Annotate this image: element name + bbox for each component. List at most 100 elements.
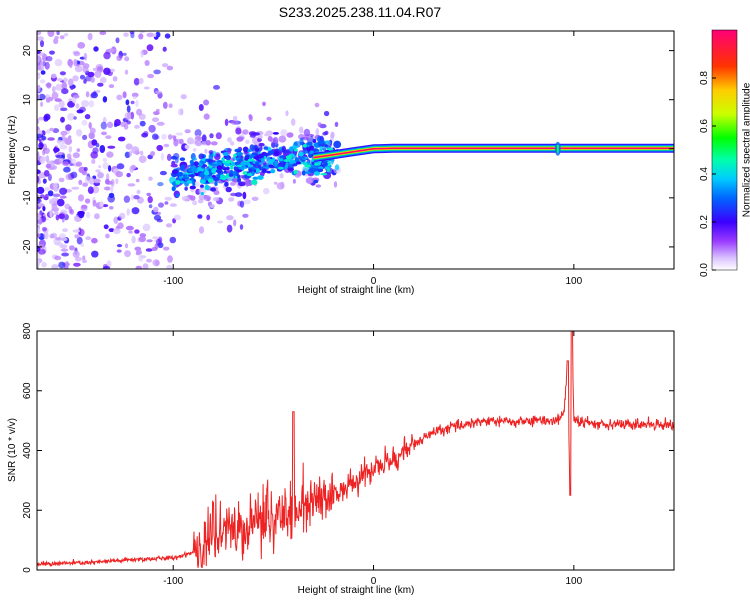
spectrogram-blob — [84, 114, 91, 120]
spectrogram-blob — [179, 138, 184, 145]
spectrogram-blob — [203, 195, 212, 202]
spectrogram-blob — [105, 135, 112, 140]
spectrogram-blob — [92, 199, 97, 207]
spectrogram-blob — [130, 111, 135, 120]
spectrogram-blob — [264, 133, 270, 137]
spectrogram-blob — [198, 226, 205, 234]
spectrogram-blob — [144, 60, 150, 66]
spectrogram-blob — [82, 134, 88, 140]
spectrogram-blob — [134, 124, 140, 129]
spectrogram-blob — [49, 233, 55, 239]
spectrogram-blob — [86, 211, 91, 219]
spectrogram-blob — [162, 46, 167, 52]
spectrogram-blob — [42, 227, 47, 232]
spectrogram-blob — [65, 124, 72, 131]
spectrogram-blob — [90, 25, 95, 30]
spectrogram-blob — [58, 177, 65, 183]
spectrogram-blob — [108, 48, 115, 53]
spectrogram-blob — [102, 204, 109, 208]
spectrogram-xtick-label: -100 — [163, 276, 183, 287]
spectrogram-blob — [62, 228, 68, 233]
spectrogram-blob — [105, 233, 110, 239]
spectrogram-blob — [257, 134, 263, 140]
spectrogram-blob — [63, 166, 71, 173]
spectrogram-blob — [168, 134, 173, 140]
spectrogram-blob — [133, 268, 135, 269]
spectrogram-blob — [258, 142, 265, 147]
spectrogram-blob — [61, 252, 69, 257]
spectrogram-blob — [89, 270, 93, 275]
spectrogram-blob — [72, 152, 80, 159]
spectrogram-blob — [180, 94, 187, 100]
spectrogram-blob — [230, 192, 238, 197]
spectrogram-blob — [51, 86, 56, 93]
spectrogram-blob — [37, 186, 45, 194]
spectrogram-blob — [239, 200, 245, 208]
spectrogram-blob — [278, 166, 284, 170]
spectrogram-blob — [133, 306, 141, 310]
spectrogram-blob — [115, 178, 119, 185]
spectrogram-blob — [141, 132, 149, 138]
spectrogram-blob — [37, 50, 41, 55]
spectrogram-blob — [223, 170, 227, 174]
spectrogram-blob — [171, 186, 176, 192]
spectrogram-blob — [206, 214, 211, 221]
spectrogram-blob — [235, 127, 242, 135]
spectrogram-blob — [153, 69, 161, 75]
spectrogram-blob — [280, 155, 285, 159]
spectrogram-blob — [87, 186, 94, 194]
spectrogram-blob — [57, 140, 66, 146]
spectrogram-blob — [243, 199, 251, 205]
spectrogram-blob — [63, 77, 68, 83]
spectrogram-blob — [60, 248, 69, 252]
spectrogram-blob — [204, 175, 210, 180]
spectrogram-blob — [65, 261, 69, 265]
spectrogram-blob — [222, 152, 229, 157]
spectrogram-blob — [74, 65, 83, 73]
spectrogram-blob — [61, 271, 65, 275]
spectrogram-blob — [127, 305, 132, 311]
spectrogram-blob — [43, 170, 50, 177]
spectrogram-blob — [131, 92, 139, 98]
spectrogram-ytick-label: -10 — [22, 190, 33, 205]
spectrogram-blob — [66, 153, 72, 159]
spectrogram-blob — [248, 169, 253, 173]
spectrogram-blob — [173, 214, 181, 221]
spectrogram-blob — [152, 259, 160, 267]
spectrogram-blob — [305, 171, 311, 174]
spectrogram-blob — [156, 144, 163, 152]
spectrogram-blob — [166, 264, 173, 269]
spectrogram-blob — [263, 187, 270, 195]
spectrogram-blob — [153, 33, 157, 37]
spectrogram-blob — [184, 129, 191, 134]
spectrogram-blob — [62, 161, 69, 166]
spectrogram-blob — [224, 118, 229, 126]
spectrogram-blob — [289, 146, 294, 152]
spectrogram-blob — [49, 50, 55, 55]
spectrogram-blob — [313, 179, 319, 184]
spectrogram-blob — [85, 289, 90, 296]
spectrogram-blob — [55, 284, 60, 291]
spectrogram-blob — [49, 127, 54, 132]
spectrogram-blob — [116, 94, 123, 101]
spectrogram-blob — [90, 91, 98, 99]
spectrogram-blob — [204, 184, 210, 191]
spectrogram-blob — [204, 148, 208, 154]
spectrogram-blob — [88, 100, 95, 108]
spectrogram-blob — [95, 169, 101, 173]
spectrogram-blob — [283, 159, 291, 162]
spectrogram-blob — [139, 150, 144, 156]
spectrogram-blob — [85, 91, 90, 98]
spectrogram-blob — [70, 171, 78, 179]
spectrogram-blob — [118, 212, 126, 220]
spectrogram-blob — [151, 117, 160, 123]
spectrogram-blob — [75, 103, 80, 109]
spectrogram-blob — [78, 179, 83, 185]
spectrogram-blob — [60, 130, 68, 136]
spectrogram-blob — [292, 163, 298, 167]
spectrogram-blob — [81, 204, 88, 209]
spectrogram-blob — [189, 185, 196, 190]
spectrogram-blob — [248, 131, 257, 136]
spectrogram-blob — [162, 101, 168, 109]
spectrogram-blob — [133, 77, 140, 86]
